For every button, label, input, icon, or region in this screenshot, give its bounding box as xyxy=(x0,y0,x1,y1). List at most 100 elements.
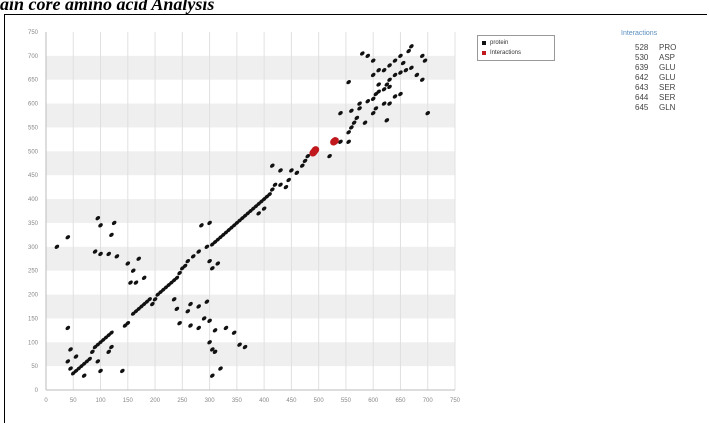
grid-band xyxy=(46,55,455,80)
protein-point xyxy=(354,115,360,121)
protein-point xyxy=(106,251,112,257)
protein-point xyxy=(278,182,283,187)
protein-point xyxy=(302,158,308,164)
y-tick-label: 350 xyxy=(28,221,39,227)
x-tick-label: 0 xyxy=(44,398,48,404)
protein-point xyxy=(398,91,403,97)
protein-point xyxy=(373,106,379,111)
interaction-row: 642 GLU xyxy=(621,73,703,83)
protein-point xyxy=(54,244,60,249)
protein-point xyxy=(419,53,425,59)
protein-point xyxy=(409,44,414,49)
protein-point xyxy=(370,110,376,116)
protein-point xyxy=(98,223,103,228)
protein-point xyxy=(130,268,136,273)
protein-point xyxy=(188,323,193,328)
protein-point xyxy=(207,258,212,264)
protein-point xyxy=(188,301,193,307)
grid-band xyxy=(46,103,455,128)
x-tick-label: 200 xyxy=(150,398,161,404)
protein-point xyxy=(125,261,131,266)
protein-point xyxy=(182,263,188,269)
protein-point xyxy=(65,235,71,240)
protein-point xyxy=(65,359,71,364)
protein-point xyxy=(111,220,117,226)
legend-label-interactions: Interactions xyxy=(490,50,522,56)
protein-point xyxy=(171,297,177,302)
protein-point xyxy=(387,101,392,106)
protein-point xyxy=(370,72,376,78)
protein-point xyxy=(122,323,128,328)
x-tick-label: 350 xyxy=(232,398,243,404)
protein-point xyxy=(398,70,403,75)
protein-point xyxy=(387,77,392,82)
protein-point xyxy=(65,325,71,331)
protein-point xyxy=(351,120,357,125)
protein-point xyxy=(114,254,120,259)
protein-point xyxy=(409,65,414,70)
interaction-point xyxy=(311,146,320,154)
y-tick-label: 400 xyxy=(28,197,39,203)
interaction-residue-name: GLN xyxy=(659,103,676,112)
protein-point xyxy=(338,139,343,144)
protein-point xyxy=(218,366,223,371)
protein-point xyxy=(223,325,229,331)
protein-point xyxy=(73,354,79,359)
protein-point xyxy=(212,328,218,333)
interaction-row: 530 ASP xyxy=(621,53,703,63)
protein-point xyxy=(376,82,381,87)
y-tick-label: 200 xyxy=(28,293,39,299)
legend-label-protein: protein xyxy=(490,40,509,46)
protein-point xyxy=(215,261,221,266)
x-tick-label: 450 xyxy=(286,398,297,404)
x-tick-label: 150 xyxy=(123,398,134,404)
protein-point xyxy=(349,125,354,130)
protein-point xyxy=(90,349,95,354)
protein-point xyxy=(128,280,133,285)
interaction-row: 645 GLN xyxy=(621,103,703,113)
interaction-residue-number: 644 xyxy=(635,93,649,102)
y-tick-label: 550 xyxy=(28,125,39,131)
legend-swatch-interactions xyxy=(482,51,486,55)
y-tick-label: 0 xyxy=(35,388,39,394)
grid-bands xyxy=(45,32,456,390)
protein-point xyxy=(294,170,300,175)
protein-point xyxy=(370,96,376,101)
protein-point xyxy=(210,373,215,378)
interactions-list: 528 PRO 530 ASP 639 GLU 642 GLU 643 SER 644 SER 645 G… xyxy=(621,43,703,113)
protein-point xyxy=(242,344,248,350)
protein-point xyxy=(95,215,101,221)
chart-frame xyxy=(4,14,707,423)
protein-point xyxy=(199,223,204,228)
x-tick-label: 50 xyxy=(70,398,77,404)
protein-point xyxy=(174,306,180,312)
protein-point xyxy=(261,206,267,211)
protein-point xyxy=(384,118,390,123)
protein-point xyxy=(95,359,101,364)
protein-point xyxy=(387,84,392,90)
protein-point xyxy=(414,72,420,78)
protein-point xyxy=(231,330,237,335)
y-tick-label: 500 xyxy=(28,149,39,155)
protein-point xyxy=(365,53,371,59)
grid-band xyxy=(46,151,455,176)
protein-point xyxy=(204,244,210,249)
interaction-residue-name: GLU xyxy=(659,63,676,72)
protein-point xyxy=(109,232,114,238)
x-tick-label: 550 xyxy=(341,398,352,404)
protein-point xyxy=(387,63,392,68)
protein-point xyxy=(185,258,191,264)
x-tick-label: 700 xyxy=(423,398,434,404)
protein-point xyxy=(327,153,332,159)
protein-point xyxy=(381,101,387,106)
protein-point xyxy=(362,120,368,125)
x-tick-label: 300 xyxy=(205,398,216,404)
x-tick-label: 650 xyxy=(395,398,406,404)
protein-point xyxy=(305,153,311,159)
interaction-residue-number: 643 xyxy=(635,83,649,92)
protein-point xyxy=(403,68,409,73)
protein-point xyxy=(201,316,207,321)
protein-point xyxy=(370,58,376,63)
protein-point xyxy=(286,177,291,183)
protein-point xyxy=(177,270,182,276)
